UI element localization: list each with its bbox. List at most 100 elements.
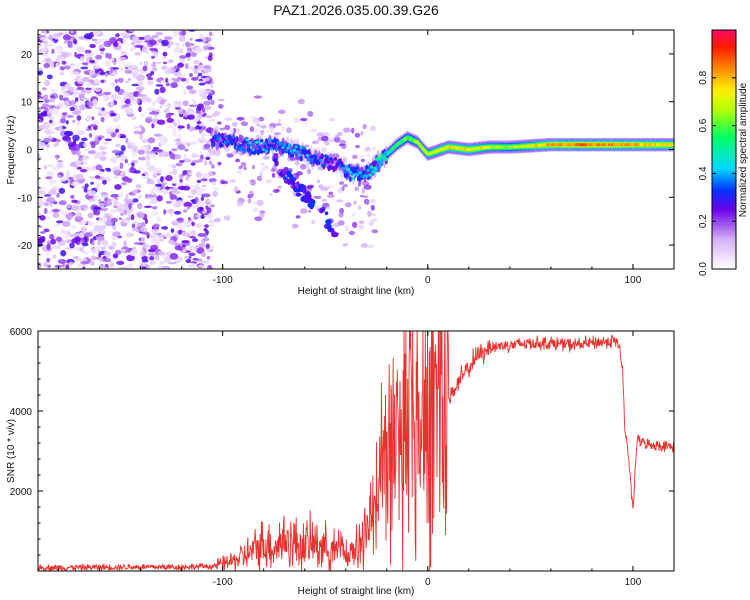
spectrogram-noise-cell	[143, 60, 149, 67]
spectrogram-noise-cell	[152, 100, 156, 107]
spectrogram-noise-cell	[198, 258, 203, 263]
spectrogram-noise-cell	[177, 76, 182, 81]
spectrogram-noise-cell	[91, 86, 95, 91]
spectrogram-ridge-cell	[263, 143, 267, 150]
spectrogram-noise-cell	[56, 56, 66, 61]
spectrogram-noise-cell	[132, 189, 138, 195]
spectrogram-noise-cell	[132, 198, 139, 203]
spectrogram-noise-cell	[134, 44, 144, 48]
spectrogram-noise-cell	[138, 167, 143, 172]
spectrogram-noise-cell	[46, 170, 55, 178]
spectrogram-noise-cell	[194, 196, 199, 203]
spectrogram-noise-cell	[58, 187, 66, 194]
spectrogram-noise-cell	[154, 167, 163, 174]
spectrogram-noise-cell	[103, 141, 109, 146]
spectrogram-scatter-cell	[237, 169, 242, 174]
spectrogram-noise-cell	[109, 66, 113, 73]
spectrogram-scatter-cell	[307, 110, 314, 117]
colorbar-frame	[711, 29, 737, 270]
spectrogram-noise-cell	[183, 206, 188, 210]
spectrogram-noise-cell	[59, 72, 64, 76]
spectrogram-noise-cell	[141, 46, 149, 53]
spectrogram-noise-cell	[177, 144, 186, 151]
spectrogram-noise-cell	[132, 145, 138, 152]
spectrogram-noise-cell	[146, 73, 152, 78]
spectrogram-noise-cell	[84, 183, 89, 188]
spectrogram-scatter-cell	[240, 162, 247, 167]
spectrogram-ridge-cell	[355, 173, 359, 177]
spectrogram-scatter-cell	[354, 132, 361, 138]
spectrogram-noise-cell	[203, 160, 208, 167]
spectrogram-scatter-cell	[269, 193, 273, 196]
spectrogram-noise-cell	[152, 173, 158, 179]
spectrogram-scatter-cell	[224, 124, 231, 131]
spectrogram-noise-cell	[54, 109, 60, 116]
spectrogram-noise-cell	[128, 250, 138, 257]
spectrogram-noise-cell	[187, 195, 194, 198]
spectrogram-scatter-cell	[214, 110, 221, 117]
snr-y-label: SNR (10 * v/v)	[6, 419, 17, 483]
spectrogram-noise-cell	[98, 145, 107, 151]
spectrogram-scatter-cell	[235, 158, 241, 163]
spectrogram-scatter-cell	[343, 127, 351, 133]
spectrogram-noise-cell	[81, 242, 89, 247]
spectrogram-noise-cell	[78, 154, 83, 162]
spectrogram-noise-cell	[84, 147, 90, 152]
spectrogram-ridge-cell	[356, 168, 361, 173]
spectrogram-noise-cell	[52, 245, 61, 250]
spectrogram-ridge-cell	[245, 138, 249, 142]
spectrogram-scatter-cell	[238, 165, 243, 170]
spectrogram-scatter-cell	[231, 122, 238, 127]
spectrogram-scatter-cell	[351, 127, 355, 134]
spectrogram-scatter-cell	[353, 200, 357, 205]
spectrogram-scatter-cell	[343, 184, 348, 188]
spectrogram-noise-cell	[114, 205, 118, 209]
spectrogram-noise-cell	[79, 105, 83, 110]
spectrogram-noise-cell	[165, 232, 170, 237]
spectrogram-noise-cell	[204, 224, 209, 228]
spectrogram-noise-cell	[209, 221, 215, 227]
spectrogram-ridge-cell	[264, 149, 269, 153]
spectrogram-noise-cell	[174, 107, 181, 110]
spectrogram-ridge-cell	[368, 173, 372, 177]
spectrogram-noise-cell	[144, 154, 151, 161]
spectrogram-noise-cell	[73, 38, 78, 45]
spectrogram-noise-cell	[199, 136, 206, 141]
spectrogram-noise-cell	[176, 218, 183, 221]
spectrogram-ridge-cell	[268, 138, 272, 142]
spectrogram-scatter-cell	[358, 224, 365, 230]
spectrogram-noise-cell	[110, 112, 117, 117]
spectrogram-noise-cell	[127, 144, 133, 150]
spectrogram-scatter-cell	[256, 123, 261, 127]
spectrogram-noise-cell	[110, 82, 118, 86]
spectrogram-scatter-cell	[220, 180, 229, 185]
spectrogram-noise-cell	[201, 96, 208, 100]
spectrogram-noise-cell	[172, 133, 178, 137]
spectrogram-ridge-cell	[223, 140, 228, 144]
spectrogram-noise-cell	[65, 120, 69, 125]
spectrogram-noise-cell	[81, 250, 86, 254]
spectrogram-noise-cell	[43, 137, 52, 143]
spectrogram-noise-cell	[178, 35, 186, 42]
spectrogram-noise-cell	[81, 185, 86, 189]
snr-y-tick-label: 4000	[10, 407, 33, 418]
spectrogram-ridge-cell	[210, 143, 214, 147]
spectrogram-noise-cell	[56, 139, 62, 143]
spectrogram-noise-cell	[136, 97, 140, 104]
spectrogram-noise-cell	[51, 48, 55, 55]
spectrogram-noise-cell	[55, 154, 59, 160]
spectrogram-noise-cell	[93, 224, 101, 232]
spectrogram-noise-cell	[88, 190, 97, 196]
spectrogram-noise-cell	[82, 178, 86, 182]
spectrogram-scatter-cell	[321, 198, 327, 202]
spectrogram-scatter-cell	[264, 165, 269, 170]
spectrogram-scatter-cell	[326, 194, 335, 198]
spectrogram-noise-cell	[151, 170, 156, 174]
spectrogram-scatter-cell	[313, 195, 318, 199]
spectrogram-scatter-cell	[328, 117, 335, 122]
spectrogram-noise-cell	[80, 219, 88, 225]
spectrogram-noise-cell	[76, 149, 81, 157]
spectrogram-noise-cell	[171, 78, 180, 81]
spectrogram-noise-cell	[92, 30, 102, 36]
spectrogram-noise-cell	[188, 171, 193, 176]
